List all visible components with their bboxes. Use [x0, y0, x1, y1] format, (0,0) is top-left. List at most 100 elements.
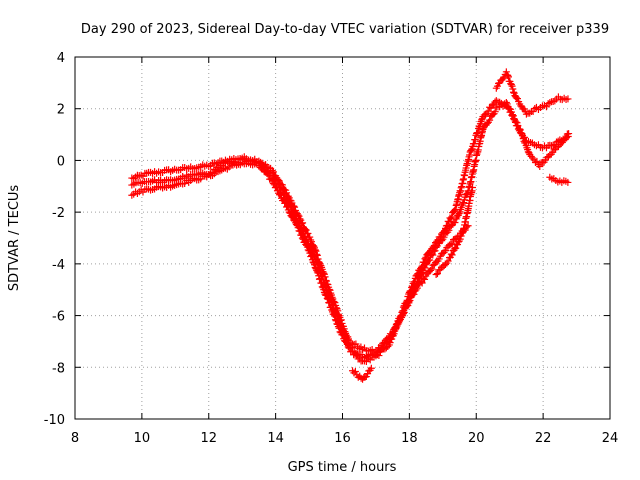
data-point: [504, 73, 512, 81]
data-point: [297, 224, 305, 232]
data-point: [281, 190, 289, 198]
data-point: [476, 123, 484, 131]
data-point: [412, 286, 420, 294]
data-point: [295, 220, 303, 228]
data-point: [529, 107, 537, 115]
data-point: [464, 222, 472, 230]
data-point: [339, 327, 347, 335]
grid: [75, 57, 610, 419]
x-tick-label: 24: [602, 431, 619, 446]
data-point: [341, 331, 349, 339]
y-tick-label: -6: [52, 310, 65, 325]
data-point: [433, 237, 441, 245]
data-point: [402, 298, 410, 306]
data-point: [390, 327, 398, 335]
data-point: [408, 284, 416, 292]
data-point: [303, 235, 311, 243]
data-point: [362, 373, 370, 381]
x-tick-label: 14: [267, 431, 284, 446]
data-point: [279, 189, 287, 197]
data-point: [393, 320, 401, 328]
data-point: [334, 312, 342, 320]
data-point: [391, 324, 399, 332]
data-point: [478, 116, 486, 124]
data-point: [378, 345, 386, 353]
data-point: [409, 279, 417, 287]
data-point: [308, 247, 316, 255]
data-point: [258, 161, 266, 169]
data-point: [413, 284, 421, 292]
data-point: [351, 367, 359, 375]
data-point: [418, 262, 426, 270]
data-point: [468, 183, 476, 191]
data-point: [526, 109, 534, 117]
data-point: [546, 99, 554, 107]
data-point: [413, 271, 421, 279]
y-tick-label: 0: [57, 154, 65, 169]
data-point: [326, 294, 334, 302]
data-point: [381, 343, 389, 351]
data-point: [562, 133, 570, 141]
data-point: [386, 335, 394, 343]
data-point: [328, 298, 336, 306]
data-point: [399, 307, 407, 315]
data-point: [542, 103, 550, 111]
y-tick-label: 2: [57, 103, 65, 118]
data-point: [349, 344, 357, 352]
data-point: [299, 229, 307, 237]
data-point: [432, 270, 440, 278]
data-point: [388, 332, 396, 340]
data-point: [507, 80, 515, 88]
y-tick-label: -4: [52, 258, 65, 273]
data-point: [551, 97, 559, 105]
data-point: [331, 309, 339, 317]
data-point: [347, 343, 355, 351]
data-point: [407, 287, 415, 295]
data-point: [473, 130, 481, 138]
data-point: [466, 151, 474, 159]
data-point: [306, 243, 314, 251]
data-point: [522, 110, 530, 118]
data-point: [293, 218, 301, 226]
y-tick-label: -8: [52, 361, 65, 376]
data-point: [452, 244, 460, 252]
data-point: [411, 278, 419, 286]
data-point: [327, 295, 335, 303]
data-point: [467, 146, 475, 154]
data-point: [290, 202, 298, 210]
data-point: [513, 119, 521, 127]
data-point: [421, 275, 429, 283]
data-point: [486, 116, 494, 124]
data-point: [512, 94, 520, 102]
y-axis-label: SDTVAR / TECUs: [7, 185, 22, 292]
data-point: [441, 247, 449, 255]
data-point: [451, 218, 459, 226]
data-point: [308, 247, 316, 255]
data-point: [417, 263, 425, 271]
data-point: [565, 130, 573, 138]
x-tick-label: 20: [468, 431, 485, 446]
data-point: [444, 257, 452, 265]
x-tick-label: 22: [535, 431, 552, 446]
data-point: [282, 195, 290, 203]
data-point: [339, 325, 347, 333]
y-tick-label: 4: [57, 51, 65, 66]
data-point: [325, 292, 333, 300]
data-point: [274, 179, 282, 187]
x-axis-label: GPS time / hours: [288, 460, 397, 475]
data-point: [313, 259, 321, 267]
data-point: [564, 178, 572, 186]
data-point: [496, 98, 504, 106]
data-point: [318, 272, 326, 280]
data-point: [361, 373, 369, 381]
data-point: [323, 287, 331, 295]
data-point: [502, 68, 510, 76]
data-point: [516, 125, 524, 133]
data-point: [441, 261, 449, 269]
data-point: [448, 240, 456, 248]
data-point: [458, 229, 466, 237]
data-point: [448, 251, 456, 259]
data-point: [320, 281, 328, 289]
data-point: [307, 242, 315, 250]
